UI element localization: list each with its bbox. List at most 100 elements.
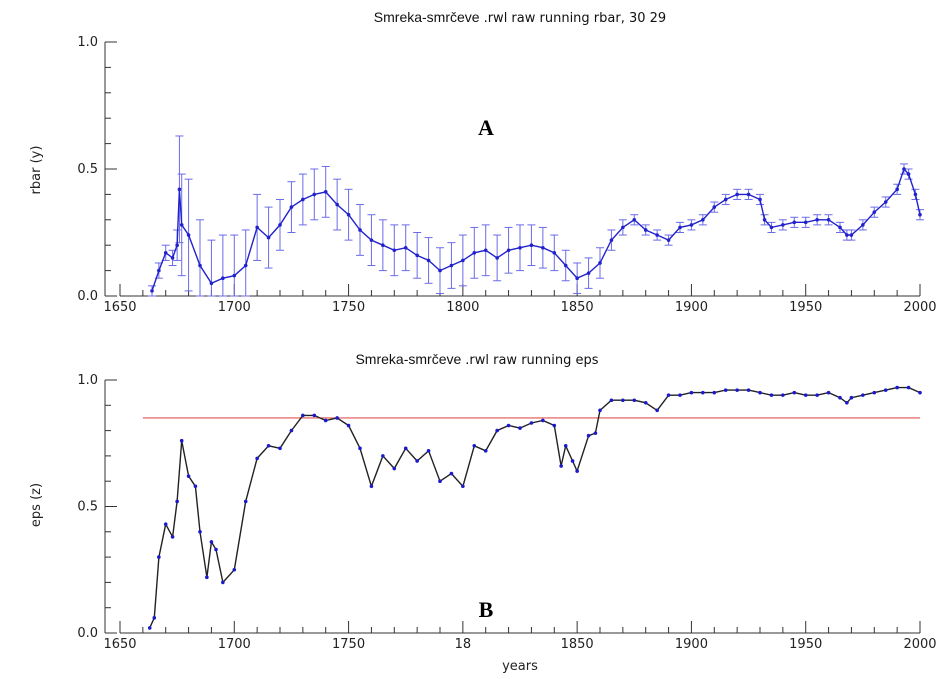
rbar-data-point — [803, 220, 808, 225]
eps-x-tick-label: 1650 — [103, 637, 136, 652]
eps-data-point — [552, 423, 557, 428]
eps-data-point — [769, 393, 774, 397]
rbar-x-tick-label: 1700 — [218, 300, 251, 315]
eps-data-point — [845, 400, 849, 405]
eps-data-point — [570, 459, 575, 463]
eps-data-point — [243, 499, 248, 504]
eps-y-tick-label: 0.0 — [77, 626, 98, 641]
eps-data-point — [152, 616, 157, 620]
eps-data-point — [598, 408, 602, 413]
eps-data-point — [906, 385, 911, 390]
eps-data-point — [221, 580, 225, 585]
rbar-data-point — [381, 243, 385, 247]
eps-y-tick-label: 0.5 — [77, 500, 98, 515]
eps-axes: 1650 1700 1750 18 1850 1900 1950 2000 0.0 0.5 1.0 — [77, 373, 936, 652]
eps-data-point — [449, 471, 454, 476]
rbar-data-point — [255, 225, 259, 230]
rbar-data-point — [518, 245, 522, 250]
eps-chart-title-rest: .rwl raw running eps — [465, 353, 598, 368]
eps-data-point — [895, 385, 899, 390]
eps-data-point — [381, 454, 385, 458]
eps-data-point — [593, 431, 598, 435]
rbar-data-point — [369, 238, 374, 242]
rbar-data-point — [426, 258, 431, 263]
rbar-data-point — [621, 225, 625, 230]
rbar-chart-title: Smreka-smrčeve .rwl raw running rbar, 30 … — [374, 9, 666, 26]
eps-data-point — [438, 479, 442, 484]
rbar-data-point — [335, 202, 339, 207]
eps-data-point — [506, 423, 511, 428]
rbar-data-point — [358, 228, 362, 232]
rbar-data-point — [666, 238, 671, 242]
eps-data-point — [205, 575, 209, 580]
rbar-data-point — [762, 218, 767, 222]
eps-data-point — [403, 446, 408, 451]
rbar-data-point — [529, 243, 534, 247]
eps-data-point — [883, 388, 888, 392]
eps-x-tick-label: 1850 — [561, 637, 594, 652]
rbar-data-point — [849, 233, 854, 237]
eps-data-point — [529, 421, 534, 425]
eps-data-point — [175, 499, 179, 504]
rbar-data-point — [179, 223, 184, 227]
eps-chart-title-main: Smreka-smrčeve — [355, 351, 461, 367]
eps-data-point — [157, 555, 161, 559]
eps-data-point — [643, 400, 648, 405]
rbar-data-point — [392, 248, 397, 253]
rbar-data-point — [461, 258, 465, 263]
eps-x-tick-label: 18 — [455, 637, 472, 652]
eps-data-point — [301, 413, 305, 418]
rbar-data-point — [163, 251, 168, 255]
eps-data-point — [563, 443, 568, 448]
rbar-data-point — [301, 197, 305, 202]
eps-data-point — [621, 398, 625, 403]
rbar-data-point — [723, 197, 728, 202]
eps-data-point — [255, 456, 259, 461]
eps-x-tick-label: 1750 — [332, 637, 365, 652]
eps-data-point — [655, 408, 659, 413]
eps-data-point — [278, 446, 282, 451]
rbar-data-point — [678, 225, 682, 230]
eps-data-point — [392, 466, 397, 471]
rbar-data-point — [815, 218, 819, 222]
rbar-data-point — [845, 233, 849, 237]
eps-data-point — [472, 443, 477, 448]
rbar-data-point — [701, 218, 705, 222]
eps-data-point — [461, 484, 465, 489]
rbar-data-point — [918, 212, 922, 217]
eps-data-point — [358, 446, 362, 451]
rbar-data-point — [609, 238, 614, 242]
rbar-chart: Smreka-smrčeve .rwl raw running rbar, 30 … — [29, 9, 937, 315]
eps-data-point — [559, 464, 563, 468]
rbar-data-point — [495, 256, 499, 260]
rbar-data-point — [186, 233, 191, 237]
rbar-data-point — [403, 245, 408, 250]
rbar-data-point — [895, 187, 899, 192]
eps-data-point — [186, 474, 191, 478]
rbar-data-point — [323, 190, 328, 194]
rbar-series-line — [151, 167, 921, 292]
rbar-y-tick-label: 1.0 — [77, 35, 98, 50]
rbar-data-point — [913, 192, 918, 197]
eps-y-tick-label: 1.0 — [77, 373, 98, 388]
eps-data-point — [849, 395, 854, 400]
rbar-data-point — [266, 235, 271, 240]
eps-data-point — [632, 398, 637, 403]
eps-x-tick-label: 1900 — [675, 637, 708, 652]
eps-chart-title: Smreka-smrčeve .rwl raw running eps — [355, 351, 598, 368]
rbar-y-tick-label: 0.0 — [77, 289, 98, 304]
eps-data-point — [712, 390, 717, 395]
rbar-data-point — [902, 167, 906, 171]
rbar-data-point — [838, 225, 842, 230]
rbar-data-point — [712, 205, 717, 209]
rbar-data-point — [781, 223, 785, 227]
eps-data-point — [758, 390, 762, 395]
rbar-data-point — [586, 271, 591, 275]
rbar-x-tick-label: 1950 — [789, 300, 822, 315]
rbar-data-point — [758, 197, 762, 202]
rbar-data-point — [575, 276, 579, 281]
eps-data-point — [415, 459, 419, 463]
rbar-x-tick-label: 1800 — [446, 300, 479, 315]
rbar-data-point — [552, 251, 557, 255]
eps-x-tick-label: 1700 — [218, 637, 251, 652]
